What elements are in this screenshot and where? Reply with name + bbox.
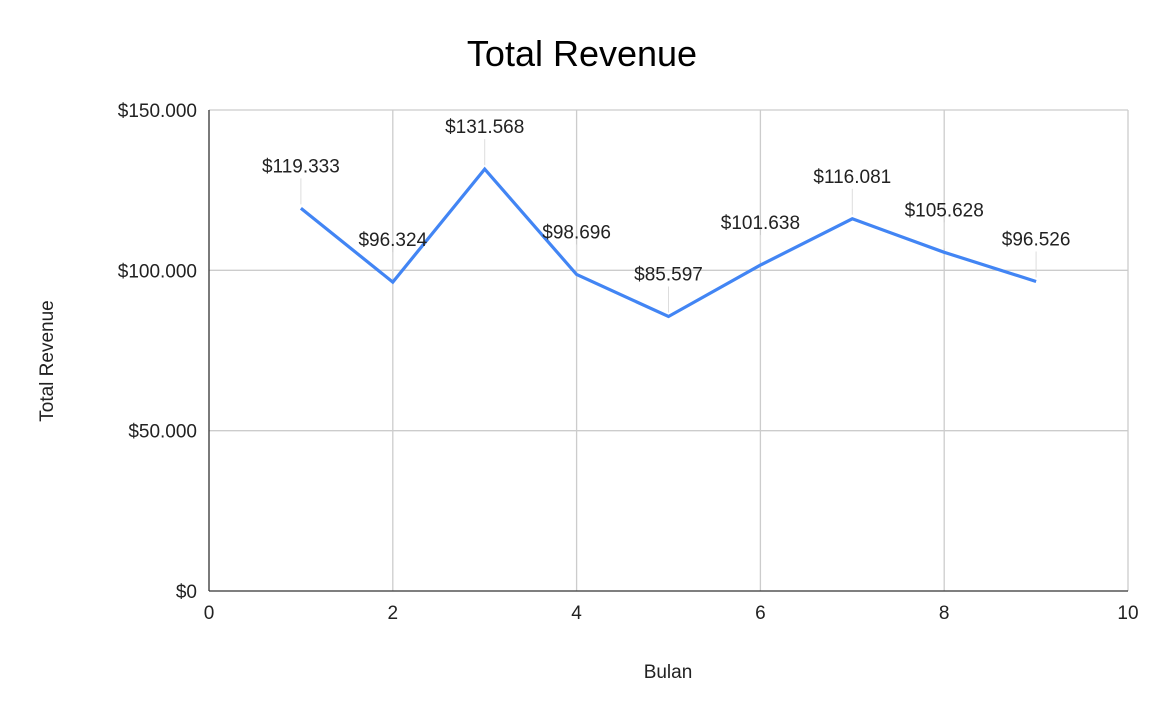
- x-tick-label: 6: [755, 603, 766, 624]
- series-layer: [299, 166, 1038, 319]
- data-label: $96.324: [358, 230, 427, 251]
- data-label: $116.081: [813, 167, 891, 188]
- y-axis-label: Total Revenue: [37, 300, 58, 421]
- x-tick-label: 2: [388, 603, 399, 624]
- x-tick-label: 8: [939, 603, 950, 624]
- data-label: $98.696: [542, 223, 611, 244]
- data-label: $119.333: [262, 156, 340, 177]
- data-point: [758, 263, 762, 267]
- data-label: $96.526: [1002, 229, 1071, 250]
- grid: [209, 109, 1129, 591]
- data-point: [667, 315, 671, 319]
- data-point: [483, 167, 487, 171]
- data-point: [942, 250, 946, 254]
- x-axis-label: Bulan: [644, 662, 693, 683]
- tick-labels: $0 $50.000 $100.000 $150.000 0 2 4 6 8 10: [118, 101, 1139, 624]
- data-point: [391, 280, 395, 284]
- data-point: [850, 217, 854, 221]
- data-label: $101.638: [721, 213, 800, 234]
- axes: [208, 110, 1128, 592]
- y-tick-label: $100.000: [118, 261, 197, 282]
- chart-title: Total Revenue: [467, 33, 697, 74]
- data-point: [575, 273, 579, 277]
- data-point: [1034, 279, 1038, 283]
- data-point: [299, 206, 303, 210]
- data-label: $85.597: [634, 265, 703, 286]
- label-leaders: [300, 139, 1037, 313]
- data-label: $131.568: [445, 117, 524, 138]
- x-tick-label: 10: [1117, 603, 1138, 624]
- y-tick-label: $0: [176, 582, 197, 603]
- x-tick-label: 4: [571, 603, 582, 624]
- y-tick-label: $150.000: [118, 101, 197, 122]
- y-tick-label: $50.000: [128, 422, 197, 443]
- series-line: [299, 166, 1037, 319]
- x-tick-label: 0: [204, 603, 215, 624]
- data-label: $105.628: [905, 200, 984, 221]
- data-labels: $119.333 $96.324 $131.568 $98.696 $85.597 $10…: [262, 117, 1070, 285]
